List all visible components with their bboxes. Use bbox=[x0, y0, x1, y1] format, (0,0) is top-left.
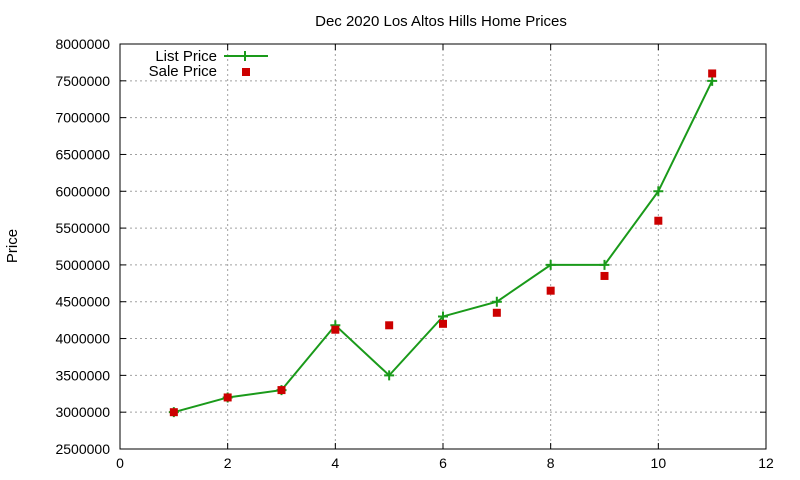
x-tick-label: 2 bbox=[224, 455, 232, 471]
legend-marker-sale-price bbox=[242, 68, 250, 76]
plot-frame bbox=[119, 43, 767, 450]
list-price-point bbox=[491, 296, 502, 307]
sale-price-point bbox=[654, 216, 663, 225]
y-tick-label: 4000000 bbox=[55, 331, 110, 347]
y-tick-label: 8000000 bbox=[55, 36, 110, 52]
list-price-point bbox=[599, 259, 610, 270]
list-price-point bbox=[438, 311, 448, 322]
series-layer bbox=[168, 69, 718, 418]
sale-price-point bbox=[277, 386, 286, 395]
chart-title: Dec 2020 Los Altos Hills Home Prices bbox=[315, 13, 567, 30]
y-tick-label: 5000000 bbox=[55, 257, 110, 273]
sale-price-point bbox=[223, 393, 232, 402]
y-axis-label: Price bbox=[4, 229, 21, 263]
y-tick-label: 4500000 bbox=[55, 294, 110, 310]
list-price-point bbox=[384, 370, 395, 381]
legend: List Price Sale Price bbox=[149, 48, 268, 80]
legend-label-sale-price: Sale Price bbox=[149, 63, 217, 80]
y-tick-label: 6500000 bbox=[55, 146, 110, 162]
sale-price-point bbox=[331, 325, 340, 334]
x-tick-label: 8 bbox=[547, 455, 555, 471]
x-tick-label: 4 bbox=[331, 455, 339, 471]
y-tick-label: 7500000 bbox=[55, 73, 110, 89]
y-tick-labels: 2500000 3000000 3500000 4000000 4500000 50000… bbox=[55, 36, 110, 457]
sale-price-point bbox=[169, 408, 178, 417]
x-tick-label: 0 bbox=[116, 455, 124, 471]
list-price-point bbox=[653, 186, 664, 197]
sale-price-point bbox=[600, 271, 609, 280]
sale-price-point bbox=[708, 69, 717, 78]
sale-price-point bbox=[385, 321, 394, 330]
sale-price-point bbox=[492, 308, 501, 317]
y-tick-label: 2500000 bbox=[55, 441, 110, 457]
y-tick-label: 6000000 bbox=[55, 183, 110, 199]
list-price-point bbox=[707, 75, 718, 86]
x-tick-label: 12 bbox=[758, 455, 774, 471]
legend-label-list-price: List Price bbox=[155, 48, 217, 65]
sale-price-point bbox=[439, 319, 447, 328]
x-tick-labels: 0 2 4 6 8 10 12 bbox=[116, 455, 774, 471]
sale-price-point bbox=[546, 286, 555, 295]
y-tick-label: 3500000 bbox=[55, 367, 110, 383]
x-tick-label: 10 bbox=[651, 455, 667, 471]
x-tick-label: 6 bbox=[439, 455, 447, 471]
y-tick-label: 5500000 bbox=[55, 220, 110, 236]
y-tick-label: 7000000 bbox=[55, 110, 110, 126]
grid-lines bbox=[120, 44, 766, 449]
legend-marker-list-price bbox=[240, 51, 250, 61]
list-price-point bbox=[545, 259, 556, 270]
y-tick-label: 3000000 bbox=[55, 404, 110, 420]
